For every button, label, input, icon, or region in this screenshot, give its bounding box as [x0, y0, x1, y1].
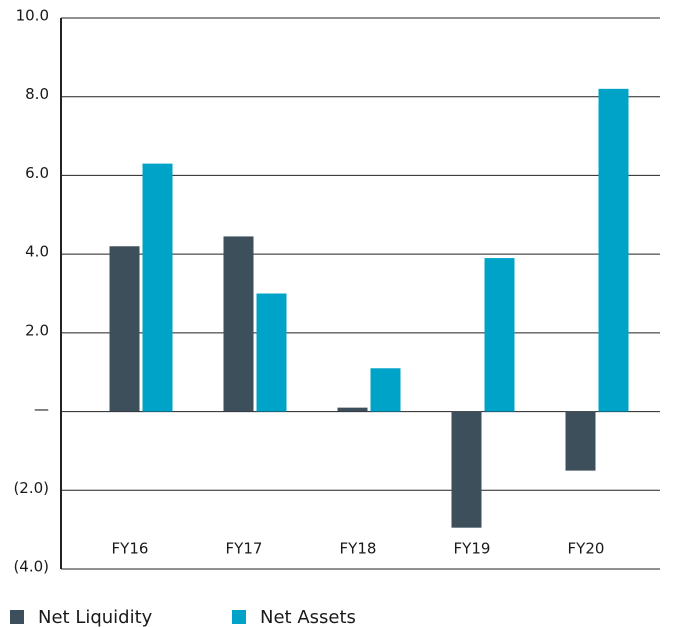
- bar: [223, 236, 254, 412]
- x-tick-label: FY20: [568, 540, 605, 558]
- y-tick-label: (4.0): [13, 558, 49, 576]
- y-tick-label: —: [34, 400, 49, 418]
- bar: [337, 407, 368, 412]
- legend-swatch: [232, 610, 246, 624]
- y-tick-label: (2.0): [13, 479, 49, 497]
- y-tick-label: 10.0: [16, 7, 49, 25]
- y-tick-label: 4.0: [25, 243, 49, 261]
- y-tick-label: 8.0: [25, 85, 49, 103]
- bar: [370, 368, 401, 412]
- bar: [142, 163, 173, 412]
- x-tick-label: FY17: [226, 540, 263, 558]
- legend-swatch: [10, 610, 24, 624]
- y-tick-label: 6.0: [25, 164, 49, 182]
- bar: [256, 293, 287, 412]
- bar: [451, 411, 482, 528]
- legend-label: Net Assets: [260, 607, 356, 627]
- x-tick-label: FY18: [340, 540, 377, 558]
- bar: [565, 411, 596, 471]
- bar: [484, 258, 515, 412]
- x-tick-label: FY19: [454, 540, 491, 558]
- bar: [109, 246, 140, 412]
- legend-label: Net Liquidity: [38, 607, 153, 627]
- x-tick-label: FY16: [112, 540, 149, 558]
- bar: [598, 88, 629, 412]
- y-tick-label: 2.0: [25, 321, 49, 339]
